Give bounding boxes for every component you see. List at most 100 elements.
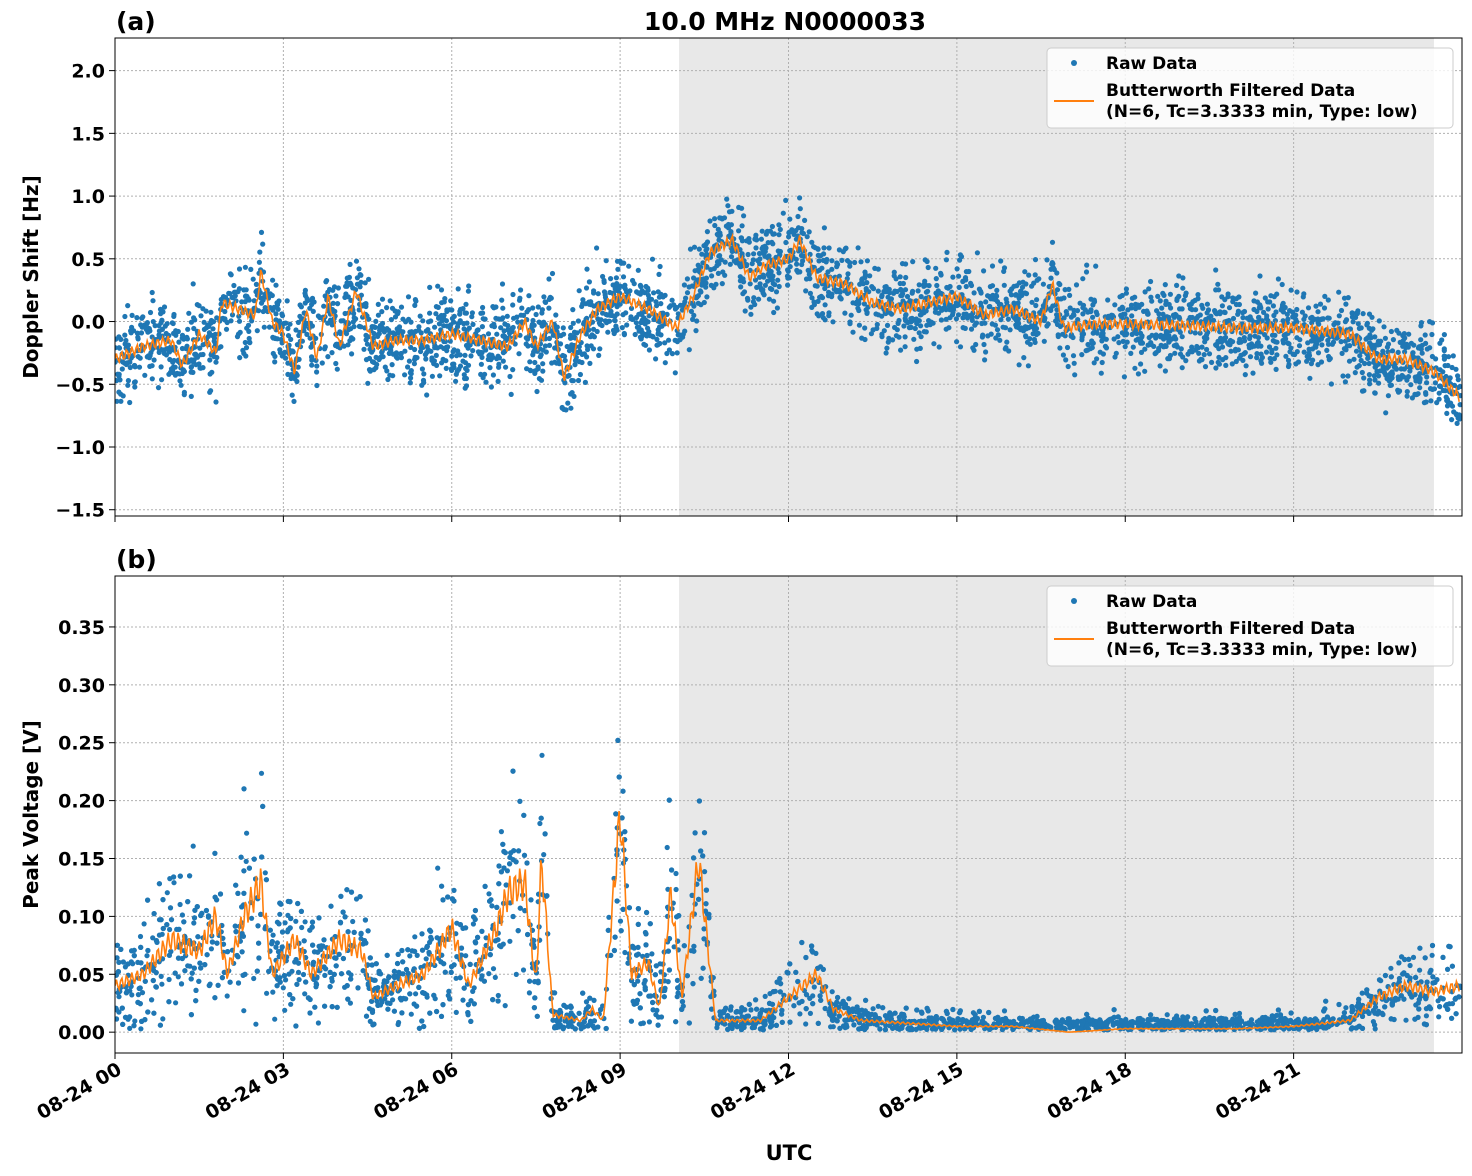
raw-data-point [799,230,804,235]
raw-data-point [423,356,428,361]
raw-data-point [1377,318,1382,323]
raw-data-point [1271,303,1276,308]
raw-data-point [1187,349,1192,354]
raw-data-point [1172,343,1177,348]
raw-data-point [809,305,814,310]
raw-data-point [1023,281,1028,286]
raw-data-point [358,284,363,289]
x-tick-label: 08-24 12 [707,1058,799,1124]
raw-data-point [1122,374,1127,379]
raw-data-point [1050,240,1055,245]
raw-data-point [910,316,915,321]
raw-data-point [1180,365,1185,370]
raw-data-point [535,366,540,371]
raw-data-point [858,259,863,264]
raw-data-point [1396,331,1401,336]
raw-data-point [166,372,171,377]
raw-data-point [794,262,799,267]
raw-data-point [1365,356,1370,361]
raw-data-point [1369,315,1374,320]
raw-data-point [626,264,631,269]
raw-data-point [1163,282,1168,287]
raw-data-point [568,333,573,338]
raw-data-point [171,358,176,363]
raw-data-point [310,323,315,328]
raw-data-point [207,357,212,362]
raw-data-point [1085,310,1090,315]
raw-data-point [1042,339,1047,344]
raw-data-point [919,312,924,317]
raw-data-point [671,302,676,307]
raw-data-point [1245,316,1250,321]
raw-data-point [510,292,515,297]
raw-data-point [1388,371,1393,376]
raw-data-point [413,299,418,304]
raw-data-point [1098,350,1103,355]
raw-data-point [876,312,881,317]
raw-data-point [1356,321,1361,326]
raw-data-point [594,245,599,250]
raw-data-point [1442,348,1447,353]
raw-data-point [1376,381,1381,386]
raw-data-point [198,313,203,318]
raw-data-point [1357,363,1362,368]
raw-data-point [1382,370,1387,375]
raw-data-point [770,224,775,229]
raw-data-point [1062,315,1067,320]
raw-data-point [1125,340,1130,345]
raw-data-point [1423,390,1428,395]
raw-data-point [884,346,889,351]
raw-data-point [272,359,277,364]
raw-data-point [1280,282,1285,287]
raw-data-point [1167,356,1172,361]
raw-data-point [314,383,319,388]
raw-data-point [270,278,275,283]
raw-data-point [424,329,429,334]
raw-data-point [636,312,641,317]
raw-data-point [993,323,998,328]
raw-data-point [1251,298,1256,303]
raw-data-point [768,277,773,282]
raw-data-point [871,286,876,291]
raw-data-point [633,332,638,337]
raw-data-point [1129,313,1134,318]
raw-data-point [489,323,494,328]
raw-data-point [1386,349,1391,354]
raw-data-point [1175,296,1180,301]
raw-data-point [1444,411,1449,416]
raw-data-point [157,328,162,333]
raw-data-point [444,366,449,371]
raw-data-point [505,314,510,319]
raw-data-point [990,263,995,268]
raw-data-point [852,260,857,265]
raw-data-point [1050,303,1055,308]
raw-data-point [272,354,277,359]
raw-data-point [691,275,696,280]
raw-data-point [257,250,262,255]
raw-data-point [532,360,537,365]
raw-data-point [418,314,423,319]
raw-data-point [1411,343,1416,348]
raw-data-point [491,305,496,310]
raw-data-point [1158,363,1163,368]
raw-data-point [1188,306,1193,311]
raw-data-point [281,352,286,357]
raw-data-point [255,328,260,333]
raw-data-point [1256,335,1261,340]
raw-data-point [496,316,501,321]
raw-data-point [231,283,236,288]
raw-data-point [1274,367,1279,372]
raw-data-point [1028,342,1033,347]
raw-data-point [1443,363,1448,368]
raw-data-point [1002,265,1007,270]
raw-data-point [622,331,627,336]
raw-data-point [1123,344,1128,349]
raw-data-point [1313,345,1318,350]
raw-data-point [462,376,467,381]
raw-data-point [803,288,808,293]
raw-data-point [584,267,589,272]
raw-data-point [993,335,998,340]
raw-data-point [1390,348,1395,353]
raw-data-point [869,331,874,336]
raw-data-point [290,393,295,398]
